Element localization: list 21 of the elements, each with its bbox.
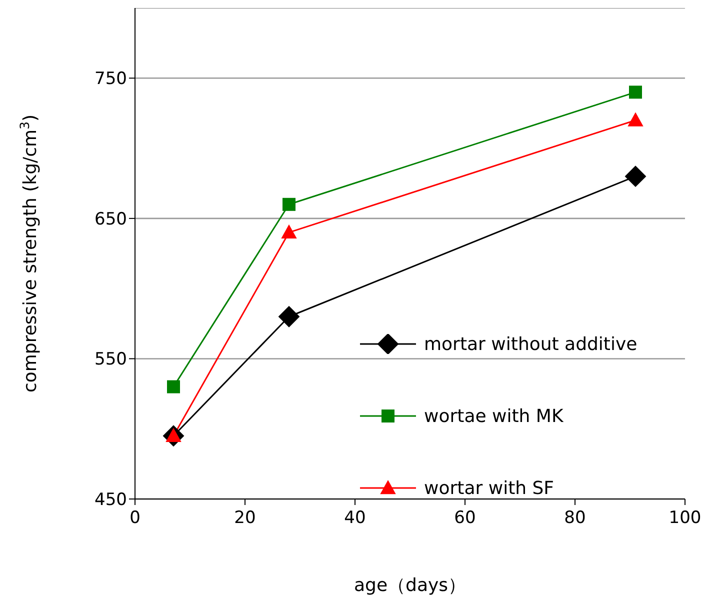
y-tick-label: 650 <box>94 209 127 230</box>
point <box>625 166 646 187</box>
x-tick-label: 0 <box>130 508 140 528</box>
x-axis-title: age（days） <box>354 575 466 596</box>
x-tick-label: 40 <box>344 508 366 528</box>
x-tick-label: 20 <box>234 508 256 528</box>
point <box>629 86 642 99</box>
y-tick-label: 550 <box>94 350 127 370</box>
y-tick-label: 450 <box>94 490 127 510</box>
point <box>628 112 643 126</box>
x-tick-label: 100 <box>668 508 702 528</box>
point <box>278 306 300 328</box>
x-tick-label: 60 <box>454 508 476 528</box>
legend-label: mortar without additive <box>424 334 638 354</box>
point <box>282 198 296 211</box>
legend-label: wortae with MK <box>424 406 564 426</box>
x-tick-label: 80 <box>564 508 586 528</box>
y-tick-label: 750 <box>94 69 127 90</box>
point <box>282 224 296 239</box>
point <box>167 380 180 394</box>
legend-label: wortar with SF <box>424 478 554 498</box>
